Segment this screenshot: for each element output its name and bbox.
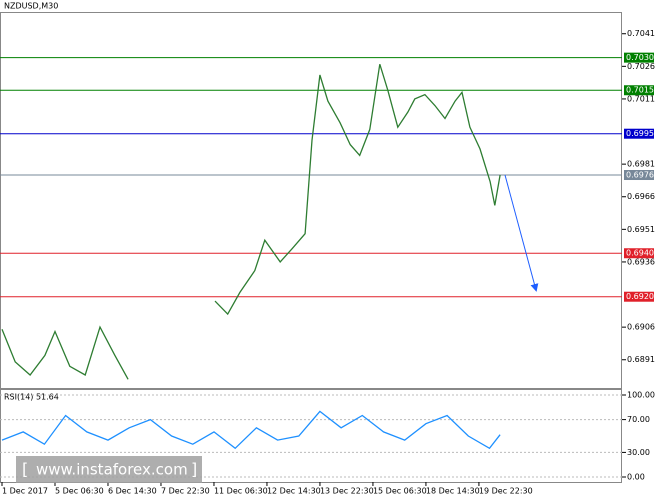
watermark-bracket: ]: [191, 460, 197, 479]
chart-title: NZDUSD,M30: [4, 2, 58, 11]
rsi-tick-label: 0.00: [627, 473, 645, 482]
x-tick-label: 15 Dec 06:30: [373, 487, 427, 496]
rsi-tick-label: 100.00: [627, 391, 655, 400]
level-label-box: [624, 128, 654, 139]
x-tick-label: 11 Dec 06:30: [214, 487, 268, 496]
y-tick-label: 0.6891: [627, 355, 655, 364]
level-label: 0.7030: [626, 53, 654, 62]
y-tick-label: 0.6906: [627, 323, 655, 332]
x-tick-label: 1 Dec 2017: [2, 487, 48, 496]
level-label: 0.6920: [626, 292, 654, 301]
x-tick-label: 12 Dec 14:30: [267, 487, 321, 496]
level-label: 0.7015: [626, 86, 654, 95]
rsi-tick-label: 30.00: [627, 448, 650, 457]
axes: 0.7041 0.7026 0.7011 0.6981 0.6966 0.6951 0.69…: [1, 29, 655, 496]
watermark-box: [16, 456, 202, 483]
rsi-title: RSI(14) 51.64: [4, 393, 59, 402]
main-panel: [0, 12, 622, 389]
watermark-bracket: [: [22, 460, 28, 479]
rsi-tick-label: 70.00: [627, 415, 650, 424]
y-tick-label: 0.7026: [627, 62, 655, 71]
level-label-box: [624, 291, 654, 302]
line-series: [1, 64, 501, 380]
level-label: 0.6976: [626, 171, 654, 180]
y-tick-label: 0.6951: [627, 225, 655, 234]
level-label-box: [624, 85, 654, 96]
level-label: 0.6995: [626, 129, 654, 138]
price-area: [0, 57, 622, 380]
level-label-box: [624, 52, 654, 63]
x-tick-label: 7 Dec 22:30: [161, 487, 210, 496]
rsi-panel: [0, 389, 622, 483]
line-series: [1, 410, 501, 450]
x-tick-label: 5 Dec 06:30: [55, 487, 104, 496]
y-tick-label: 0.7011: [627, 94, 655, 103]
rsi-area: [0, 394, 622, 478]
y-tick-label: 0.6981: [627, 160, 655, 169]
x-tick-label: 19 Dec 22:30: [479, 487, 533, 496]
watermark: www.instaforex.com: [36, 461, 188, 479]
level-label-box: [624, 248, 654, 259]
level-label: 0.6940: [626, 249, 654, 258]
y-tick-label: 0.7041: [627, 29, 655, 38]
x-tick-label: 18 Dec 14:30: [426, 487, 480, 496]
x-tick-label: 13 Dec 22:30: [320, 487, 374, 496]
x-tick-label: 6 Dec 14:30: [108, 487, 157, 496]
forecast-arrow: [504, 174, 539, 292]
y-tick-label: 0.6936: [627, 257, 655, 266]
level-label-box: [624, 170, 654, 181]
y-tick-label: 0.6966: [627, 192, 655, 201]
